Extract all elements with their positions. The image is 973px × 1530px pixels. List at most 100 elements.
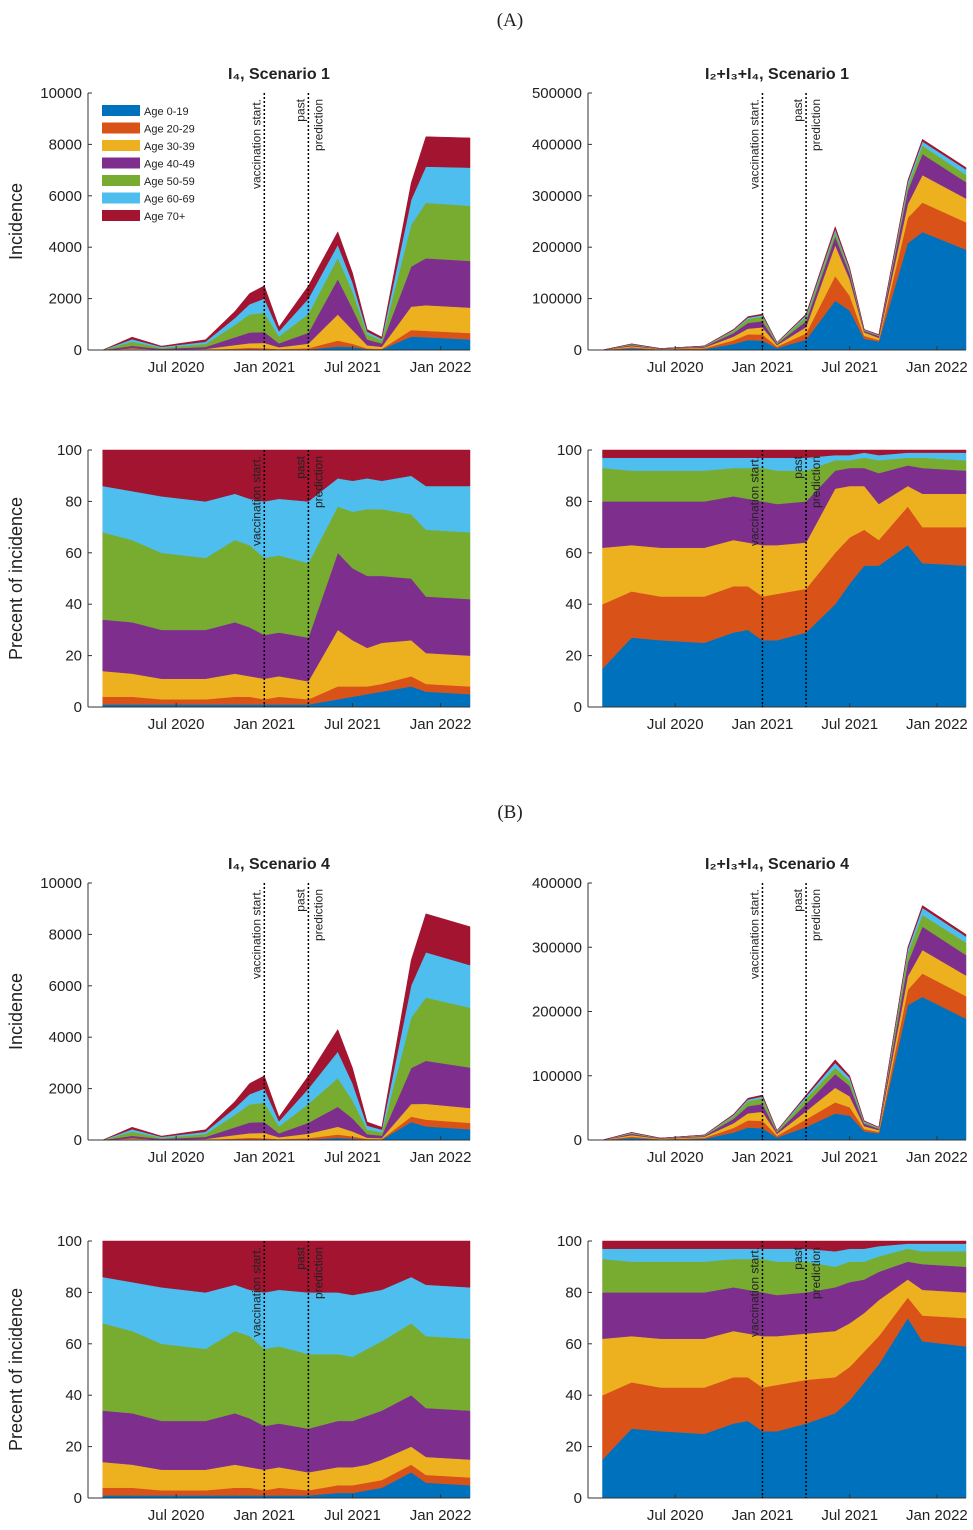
x-tick-label: Jan 2022 xyxy=(410,1149,472,1166)
chart-title: I₄, Scenario 1 xyxy=(228,66,330,83)
legend-label: Age 70+ xyxy=(144,211,185,223)
y-tick-label: 200000 xyxy=(532,1004,582,1021)
y-tick-label: 300000 xyxy=(532,188,582,205)
x-tick-label: Jan 2022 xyxy=(906,716,968,733)
area-series xyxy=(602,449,967,458)
x-tick-label: Jul 2021 xyxy=(821,1149,878,1166)
area-series xyxy=(102,1240,471,1296)
chart-title: I₂+I₃+I₄, Scenario 4 xyxy=(705,856,849,873)
y-tick-label: 0 xyxy=(574,342,582,359)
y-tick-label: 100000 xyxy=(532,1068,582,1085)
y-tick-label: 6000 xyxy=(49,188,82,205)
y-axis-label: Incidence xyxy=(6,183,26,260)
legend-swatch xyxy=(102,175,140,186)
y-tick-label: 20 xyxy=(65,1439,82,1456)
legend-swatch xyxy=(102,105,140,116)
x-tick-label: Jul 2021 xyxy=(821,716,878,733)
x-tick-label: Jan 2021 xyxy=(233,359,295,376)
y-tick-label: 2000 xyxy=(49,1081,82,1098)
x-tick-label: Jan 2021 xyxy=(732,1149,794,1166)
x-tick-label: Jan 2022 xyxy=(410,359,472,376)
event-label: vaccination start. xyxy=(747,456,761,546)
legend-swatch xyxy=(102,210,140,221)
event-label: prediction xyxy=(809,889,823,941)
x-tick-label: Jul 2020 xyxy=(148,716,205,733)
y-tick-label: 2000 xyxy=(49,291,82,308)
x-tick-label: Jan 2022 xyxy=(906,359,968,376)
area-series xyxy=(602,138,967,351)
x-tick-label: Jul 2020 xyxy=(647,359,704,376)
y-tick-label: 20 xyxy=(565,1439,582,1456)
y-tick-label: 40 xyxy=(565,1387,582,1404)
x-tick-label: Jan 2022 xyxy=(410,716,472,733)
y-tick-label: 40 xyxy=(65,596,82,613)
x-tick-label: Jan 2021 xyxy=(233,1507,295,1524)
x-tick-label: Jan 2022 xyxy=(410,1507,472,1524)
y-tick-label: 10000 xyxy=(40,85,82,102)
y-tick-label: 0 xyxy=(74,1132,82,1149)
area-series xyxy=(102,913,471,1141)
y-tick-label: 20 xyxy=(65,648,82,665)
legend-label: Age 0-19 xyxy=(144,106,189,118)
y-tick-label: 80 xyxy=(65,493,82,510)
y-tick-label: 100 xyxy=(57,1233,82,1250)
x-tick-label: Jul 2021 xyxy=(324,359,381,376)
y-tick-label: 400000 xyxy=(532,875,582,892)
y-tick-label: 0 xyxy=(574,699,582,716)
event-label: prediction xyxy=(809,99,823,151)
y-tick-label: 4000 xyxy=(49,239,82,256)
y-tick-label: 0 xyxy=(74,342,82,359)
legend-label: Age 20-29 xyxy=(144,124,195,136)
y-tick-label: 100 xyxy=(57,442,82,459)
x-tick-label: Jan 2021 xyxy=(233,716,295,733)
y-tick-label: 8000 xyxy=(49,136,82,153)
legend-swatch xyxy=(102,122,140,134)
y-tick-label: 100 xyxy=(557,442,582,459)
x-tick-label: Jan 2022 xyxy=(906,1149,968,1166)
area-series xyxy=(102,136,471,351)
event-label: past xyxy=(293,888,307,911)
legend-swatch xyxy=(102,140,140,151)
y-tick-label: 40 xyxy=(565,596,582,613)
event-label: past xyxy=(791,98,805,121)
y-axis-label: Incidence xyxy=(6,973,26,1050)
x-tick-label: Jan 2021 xyxy=(732,716,794,733)
area-series xyxy=(102,449,471,502)
y-tick-label: 80 xyxy=(565,1284,582,1301)
event-label: past xyxy=(791,455,805,478)
y-tick-label: 40 xyxy=(65,1387,82,1404)
y-tick-label: 60 xyxy=(65,545,82,562)
y-tick-label: 100 xyxy=(557,1233,582,1250)
y-tick-label: 100000 xyxy=(532,291,582,308)
y-tick-label: 10000 xyxy=(40,875,82,892)
x-tick-label: Jan 2021 xyxy=(732,1507,794,1524)
y-tick-label: 200000 xyxy=(532,239,582,256)
y-tick-label: 60 xyxy=(65,1336,82,1353)
legend-swatch xyxy=(102,157,140,169)
y-tick-label: 0 xyxy=(74,1490,82,1507)
legend-label: Age 40-49 xyxy=(144,159,195,171)
event-label: vaccination start. xyxy=(249,889,263,979)
event-label: vaccination start. xyxy=(249,1247,263,1337)
legend-label: Age 50-59 xyxy=(144,176,195,188)
y-tick-label: 80 xyxy=(65,1284,82,1301)
legend-label: Age 60-69 xyxy=(144,194,195,206)
x-tick-label: Jan 2022 xyxy=(906,1507,968,1524)
event-label: prediction xyxy=(311,99,325,151)
y-tick-label: 0 xyxy=(574,1132,582,1149)
legend-swatch xyxy=(102,192,140,204)
y-tick-label: 6000 xyxy=(49,978,82,995)
event-label: vaccination start. xyxy=(747,1247,761,1337)
event-label: prediction xyxy=(311,456,325,508)
y-tick-label: 60 xyxy=(565,1336,582,1353)
event-label: prediction xyxy=(311,889,325,941)
x-tick-label: Jul 2020 xyxy=(148,1149,205,1166)
panel-label: (B) xyxy=(497,802,522,823)
x-tick-label: Jul 2021 xyxy=(324,1507,381,1524)
y-axis-label: Precent of incidence xyxy=(6,1288,26,1451)
event-label: vaccination start. xyxy=(747,99,761,189)
event-label: past xyxy=(293,1246,307,1269)
x-tick-label: Jul 2020 xyxy=(647,1507,704,1524)
y-axis-label: Precent of incidence xyxy=(6,497,26,660)
chart-title: I₂+I₃+I₄, Scenario 1 xyxy=(705,66,849,83)
